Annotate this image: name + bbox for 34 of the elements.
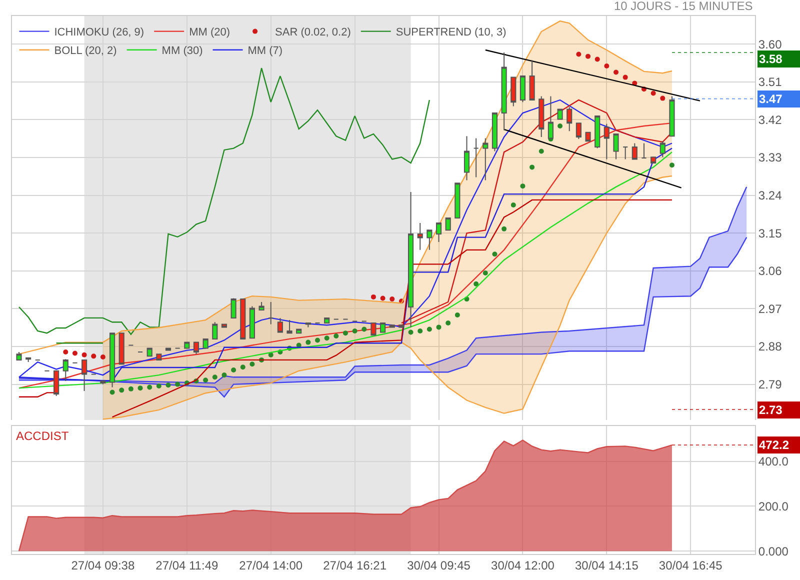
y-tick-label: 200.0 — [758, 499, 789, 514]
legend-label: MM (30) — [162, 45, 203, 58]
y-tick-label: 2.88 — [758, 340, 782, 354]
legend-label: ICHIMOKU (26, 9) — [54, 26, 144, 39]
x-tick-label: 27/04 14:00 — [239, 558, 303, 572]
ref-line-label: 3.58 — [759, 52, 783, 66]
legend-label: SAR (0.02, 0.2) — [275, 26, 351, 39]
chart-subtitle: 10 JOURS - 15 MINUTES — [614, 0, 753, 13]
chart-title: ACCDIST — [16, 429, 70, 443]
x-tick-label: 30/04 12:00 — [491, 558, 555, 572]
x-tick-label: 27/04 16:21 — [323, 558, 387, 572]
x-tick-label: 30/04 09:45 — [407, 558, 471, 572]
y-tick-label: 3.24 — [758, 188, 782, 203]
x-tick-label: 30/04 16:45 — [658, 558, 723, 572]
legend-label: MM (20) — [189, 26, 230, 39]
y-tick-label: 3.42 — [758, 112, 782, 127]
ref-line-label: 472.2 — [759, 438, 790, 452]
y-tick-label: 3.33 — [758, 150, 782, 165]
y-tick-label: 2.97 — [758, 302, 782, 316]
legend-label: SUPERTREND (10, 3) — [396, 26, 506, 39]
x-tick-label: 27/04 09:38 — [71, 558, 135, 572]
y-tick-label: 3.15 — [758, 226, 782, 240]
y-tick-label: 3.60 — [758, 37, 782, 52]
y-tick-label: 3.51 — [758, 75, 782, 90]
y-tick-label: 400.0 — [758, 454, 789, 468]
legend-label: BOLL (20, 2) — [54, 45, 117, 58]
x-tick-label: 30/04 14:15 — [574, 558, 639, 572]
y-tick-label: 3.06 — [758, 264, 782, 278]
y-tick-label: 2.79 — [758, 378, 782, 392]
ref-line-label: 2.73 — [759, 403, 783, 417]
ref-line-label: 3.47 — [759, 92, 783, 106]
y-tick-label: 0.000 — [758, 544, 789, 558]
legend-label: MM (7) — [248, 45, 283, 58]
x-tick-label: 27/04 11:49 — [156, 558, 218, 572]
